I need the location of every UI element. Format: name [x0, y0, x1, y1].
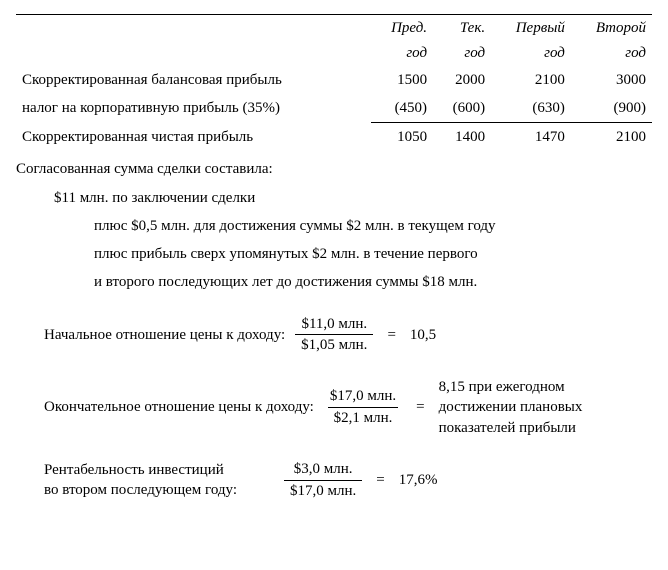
deal-line-1: $11 млн. по заключении сделки: [16, 188, 652, 208]
denominator: $1,05 млн.: [295, 334, 373, 355]
cell: (630): [491, 94, 571, 123]
cell: 1500: [371, 66, 434, 94]
deal-line-3: плюс прибыль сверх упомянутых $2 млн. в …: [16, 244, 652, 264]
equals-sign: =: [412, 397, 428, 417]
cell: 2000: [433, 66, 491, 94]
cell: 3000: [571, 66, 652, 94]
numerator: $17,0 млн.: [324, 387, 402, 407]
ratio-initial-pe: Начальное отношение цены к доходу: $11,0…: [44, 315, 652, 356]
ratio-roi: Рентабельность инвестиций во втором посл…: [44, 460, 652, 501]
cell: (600): [433, 94, 491, 123]
row-label: Скорректированная балансовая прибыль: [16, 66, 371, 94]
equals-sign: =: [383, 325, 399, 345]
row-label: Скорректированная чистая прибыль: [16, 123, 371, 152]
equals-sign: =: [372, 470, 388, 490]
col-header-y2-1: Второй: [571, 15, 652, 41]
denominator: $2,1 млн.: [328, 407, 399, 428]
col-header-y1-1: Первый: [491, 15, 571, 41]
deal-line-2: плюс $0,5 млн. для достижения суммы $2 м…: [16, 216, 652, 236]
col-header-y2-2: год: [571, 40, 652, 65]
ratio-final-pe: Окончательное отношение цены к доходу: $…: [44, 377, 652, 438]
cell: 2100: [491, 66, 571, 94]
numerator: $3,0 млн.: [288, 460, 359, 480]
cell: (450): [371, 94, 434, 123]
fraction: $17,0 млн. $2,1 млн.: [324, 387, 402, 428]
col-header-empty: [16, 15, 371, 66]
col-header-prev-1: Пред.: [371, 15, 434, 41]
cell: 2100: [571, 123, 652, 152]
ratio-label: Рентабельность инвестиций во втором посл…: [44, 460, 274, 501]
table-row: Скорректированная чистая прибыль 1050 14…: [16, 123, 652, 152]
ratio-result: 17,6%: [399, 470, 438, 490]
ratio-result: 10,5: [410, 325, 436, 345]
denominator: $17,0 млн.: [284, 480, 362, 501]
cell: 1470: [491, 123, 571, 152]
col-header-y1-2: год: [491, 40, 571, 65]
table-row: Скорректированная балансовая прибыль 150…: [16, 66, 652, 94]
cell: (900): [571, 94, 652, 123]
col-header-cur-1: Тек.: [433, 15, 491, 41]
fraction: $3,0 млн. $17,0 млн.: [284, 460, 362, 501]
row-label: налог на корпоративную прибыль (35%): [16, 94, 371, 123]
col-header-cur-2: год: [433, 40, 491, 65]
ratio-label: Начальное отношение цены к доходу:: [44, 325, 285, 345]
deal-line-4: и второго последующих лет до достижения …: [16, 272, 652, 292]
numerator: $11,0 млн.: [295, 315, 373, 335]
deal-intro: Согласованная сумма сделки составила:: [16, 159, 652, 179]
col-header-prev-2: год: [371, 40, 434, 65]
ratio-label: Окончательное отношение цены к доходу:: [44, 397, 314, 417]
cell: 1050: [371, 123, 434, 152]
fraction: $11,0 млн. $1,05 млн.: [295, 315, 373, 356]
table-row: налог на корпоративную прибыль (35%) (45…: [16, 94, 652, 123]
financial-table: Пред. Тек. Первый Второй год год год год…: [16, 14, 652, 151]
ratio-result: 8,15 при ежегодном достижении плановых п…: [439, 377, 629, 438]
cell: 1400: [433, 123, 491, 152]
